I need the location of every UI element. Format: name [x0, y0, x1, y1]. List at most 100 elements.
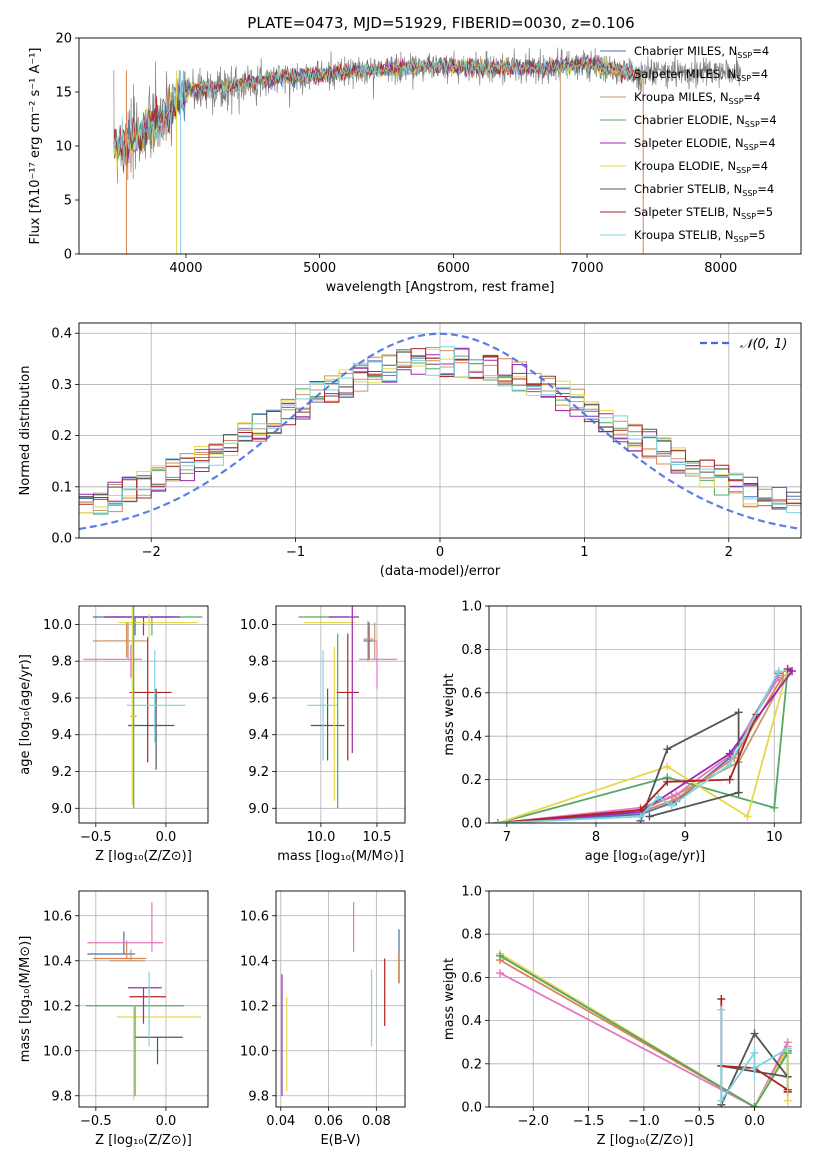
x-tick-label: 0.0: [156, 830, 177, 845]
y-tick-label: 0.4: [51, 327, 72, 342]
y-tick-label: 9.8: [248, 1089, 269, 1104]
axes-frame: [78, 605, 209, 824]
y-tick-label: 1.0: [461, 600, 482, 615]
normal-distribution-curve: [79, 332, 801, 531]
y-tick-label: 1.0: [461, 885, 482, 900]
y-axis-label: Flux [fλ10⁻¹⁷ erg cm⁻² s⁻¹ A⁻¹]: [28, 48, 43, 245]
y-tick-label: 9.0: [51, 802, 72, 817]
data-point-marker: [725, 749, 734, 758]
axes-frame: [488, 890, 802, 1108]
legend-subscript: SSP: [744, 143, 759, 152]
y-tick-label: 0.2: [461, 773, 482, 788]
y-tick-label: 0.3: [51, 378, 72, 393]
axes-frame: [78, 890, 209, 1108]
x-tick-label: 0.0: [744, 1114, 765, 1129]
data-point-marker: [636, 812, 645, 821]
legend-entry: Chabrier ELODIE, NSSP=4: [634, 113, 777, 129]
legend-entry: Chabrier MILES, NSSP=4: [634, 44, 769, 60]
model-spectrum-line: [113, 55, 644, 165]
legend-text: Kroupa ELODIE, N: [634, 159, 736, 173]
x-tick-label: 6000: [437, 261, 470, 276]
y-tick-label: 9.2: [248, 765, 269, 780]
data-point-marker: [672, 790, 681, 799]
data-point-marker: [734, 788, 743, 797]
y-tick-label: 10.0: [43, 618, 72, 633]
data-point-marker: [667, 801, 676, 810]
x-tick-label: 2: [725, 545, 733, 560]
legend-subscript: SSP: [745, 120, 760, 129]
legend-suffix: =4: [759, 136, 776, 150]
data-point-marker: [496, 951, 505, 960]
data-point-marker: [783, 664, 792, 673]
x-axis-label: Z [log₁₀(Z/Z⊙)]: [95, 1133, 192, 1148]
x-tick-label: −0.5: [80, 1114, 112, 1129]
residual-histogram-step: [79, 346, 801, 514]
data-point-marker: [743, 812, 752, 821]
y-tick-label: 0.0: [461, 1101, 482, 1116]
x-tick-label: 0.0: [156, 1114, 177, 1129]
data-point-marker: [496, 969, 505, 978]
x-tick-label: 10: [766, 830, 783, 845]
legend-entry: Kroupa ELODIE, NSSP=4: [634, 159, 768, 175]
x-tick-label: −0.5: [80, 830, 112, 845]
axes-frame: [275, 890, 406, 1108]
y-tick-label: 0.1: [51, 480, 72, 495]
y-tick-label: 0.2: [51, 429, 72, 444]
x-axis-label: age [log₁₀(age/yr)]: [585, 849, 706, 864]
legend-subscript: SSP: [729, 97, 744, 106]
y-tick-label: 10.4: [240, 954, 269, 969]
y-tick-label: 0.8: [461, 928, 482, 943]
y-tick-label: 15: [55, 86, 72, 101]
y-axis-label: mass [log₁₀(M/M⊙)]: [18, 936, 33, 1063]
legend-text: Salpeter MILES, N: [634, 67, 736, 81]
mass-weight-line: [497, 672, 780, 823]
plot-area: [79, 332, 801, 531]
y-axis-label: mass weight: [442, 958, 457, 1040]
x-tick-label: −1: [286, 545, 305, 560]
y-tick-label: 9.8: [51, 1089, 72, 1104]
panel-mass_vs_EBV: 0.04 0.06 0.08 9.8 10.0 10.2 10.4 10.6 E(B-V): [240, 890, 406, 1148]
gridlines: [79, 606, 208, 823]
panel-mass_vs_Z: −0.5 0.0 9.8 10.0 10.2 10.4 10.6 Z [log₁₀(Z/Z⊙)…: [18, 890, 209, 1148]
legend-subscript: SSP: [742, 189, 757, 198]
y-tick-label: 9.4: [51, 728, 72, 743]
x-tick-label: −2.0: [517, 1114, 549, 1129]
x-tick-label: −2: [142, 545, 161, 560]
y-tick-label: 10: [55, 140, 72, 155]
axes-frame: [275, 605, 406, 824]
legend-suffix: =4: [751, 159, 768, 173]
legend-entry: Kroupa MILES, NSSP=4: [634, 90, 760, 106]
legend-subscript: SSP: [734, 235, 749, 244]
y-tick-label: 9.0: [248, 802, 269, 817]
y-tick-label: 9.2: [51, 765, 72, 780]
x-axis-label: Z [log₁₀(Z/Z⊙)]: [95, 849, 192, 864]
data-point-marker: [654, 792, 663, 801]
residual-legend: 𝒩(0, 1): [700, 337, 787, 352]
y-tick-label: 0.4: [461, 1014, 482, 1029]
x-tick-label: 10.5: [362, 830, 391, 845]
x-tick-label: 9: [681, 830, 689, 845]
plot-area: [298, 606, 398, 809]
y-tick-label: 0.4: [461, 730, 482, 745]
panel-massweight_vs_age: 7 8 9 10 0.0 0.2 0.4 0.6 0.8 1.0 age [log₁₀(age/yr…: [442, 600, 802, 864]
data-point-marker: [750, 1029, 759, 1038]
data-point-marker: [663, 745, 672, 754]
plot-area: [83, 606, 203, 809]
y-tick-label: 0.2: [461, 1057, 482, 1072]
x-tick-label: 7: [503, 830, 511, 845]
legend-text: Chabrier MILES, N: [634, 44, 737, 58]
legend-text: Salpeter ELODIE, N: [634, 136, 744, 150]
y-tick-label: 0.0: [461, 817, 482, 832]
legend-entry: Kroupa STELIB, NSSP=5: [634, 228, 765, 244]
x-axis-label: (data-model)/error: [380, 564, 501, 579]
y-tick-label: 0.6: [461, 971, 482, 986]
data-point-marker: [750, 1103, 759, 1107]
legend-entry: Salpeter ELODIE, NSSP=4: [634, 136, 776, 152]
panel-residuals: −2 −1 0 1 2 0.0 0.1 0.2 0.3 0.4 (data-model)/error…: [18, 322, 802, 579]
x-tick-label: 0.08: [362, 1114, 391, 1129]
gridlines: [276, 891, 405, 1107]
x-tick-label: 7000: [571, 261, 604, 276]
x-tick-label: 8: [592, 830, 600, 845]
